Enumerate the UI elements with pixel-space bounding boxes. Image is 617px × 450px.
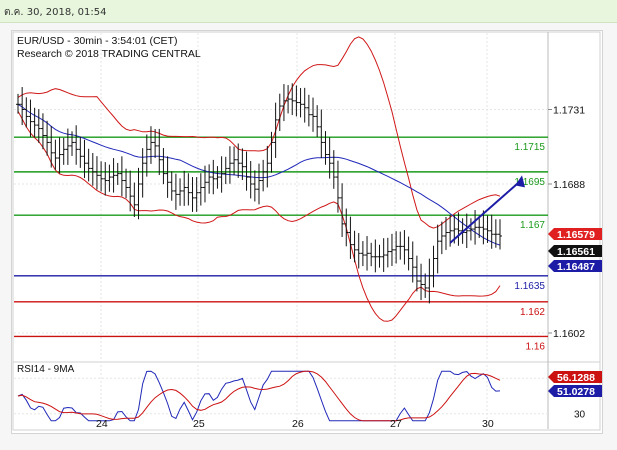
price-tag-box — [548, 228, 602, 240]
lower-band-line — [17, 110, 501, 322]
price-tag-label: 1.16487 — [557, 261, 595, 273]
x-axis-label: 26 — [292, 418, 304, 430]
forecast-arrow — [449, 175, 525, 244]
x-axis-label: 30 — [482, 418, 494, 430]
price-tick-label: 1.1688 — [553, 179, 585, 191]
chart-subtitle: Research © 2018 TRADING CENTRAL — [17, 48, 201, 60]
level-label: 1.1715 — [514, 142, 545, 153]
level-label: 1.167 — [520, 220, 545, 231]
level-label: 1.16 — [526, 341, 546, 352]
rsi-value-tag — [548, 371, 602, 383]
upper-band-line — [17, 36, 501, 229]
time-grid — [100, 33, 488, 429]
price-tag-box — [548, 245, 602, 257]
chart-title: EUR/USD - 30min - 3:54:01 (CET) — [17, 35, 177, 47]
ohlc-bars — [16, 83, 502, 304]
levels-group: 1.1715 1.1695 1.167 1.1635 1.162 1.16 — [14, 136, 548, 352]
rsi-ma-line — [17, 370, 501, 422]
rsi-value-label: 56.1288 — [557, 372, 595, 384]
price-grid — [14, 109, 548, 334]
price-ticks: 1.1731 1.1688 1.1602 — [548, 105, 585, 340]
price-tag-label: 1.16561 — [557, 246, 595, 258]
x-axis-label: 27 — [390, 418, 402, 430]
price-tag-box — [548, 260, 602, 272]
chart-frame: 1.1715 1.1695 1.167 1.1635 1.162 1.16 1.1731 1… — [11, 30, 603, 434]
level-label: 1.1635 — [514, 281, 545, 292]
rsi-value-tag — [548, 385, 602, 397]
x-axis-label: 24 — [96, 418, 108, 430]
rsi-value-label: 51.0278 — [557, 386, 595, 398]
price-tags: 1.16579 1.16561 1.16487 — [548, 228, 602, 273]
price-tick-label: 1.1731 — [553, 105, 585, 117]
rsi-label: RSI14 - 9MA — [17, 364, 75, 375]
timestamp: ต.ค. 30, 2018, 01:54 — [4, 7, 107, 18]
level-label: 1.1695 — [514, 177, 545, 188]
x-axis-labels: 24 25 26 27 30 — [96, 418, 494, 430]
top-bar: ต.ค. 30, 2018, 01:54 — [0, 0, 617, 23]
x-axis-label: 25 — [193, 418, 205, 430]
forecast-arrow-head — [515, 175, 525, 188]
price-tick-label: 1.1602 — [553, 328, 585, 340]
level-label: 1.162 — [520, 307, 545, 318]
price-tag-label: 1.16579 — [557, 229, 595, 241]
forecast-arrow-line — [449, 180, 521, 244]
rsi-tick-label: 30 — [574, 410, 586, 421]
rsi-line — [17, 370, 501, 422]
